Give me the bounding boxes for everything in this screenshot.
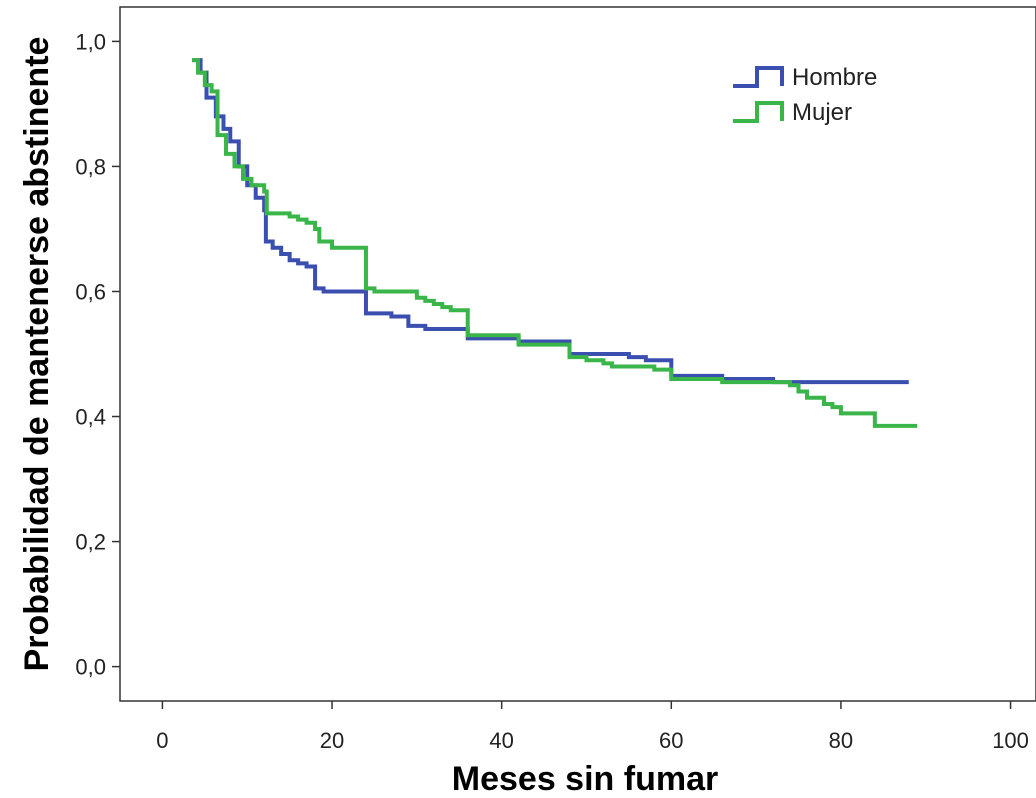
- series-line-mujer: [192, 58, 918, 428]
- x-axis-title: Meses sin fumar: [452, 760, 718, 798]
- x-tick-label: 80: [829, 728, 853, 753]
- y-tick-label: 0,2: [75, 530, 106, 555]
- legend-label-mujer: Mujer: [792, 99, 852, 126]
- series-line-hombre: [192, 58, 909, 385]
- series-lines: [192, 58, 918, 428]
- y-tick-label: 0,8: [75, 154, 106, 179]
- x-tick-label: 0: [156, 728, 168, 753]
- x-tick-label: 60: [659, 728, 683, 753]
- x-tick-label: 40: [489, 728, 513, 753]
- x-tick-label: 100: [992, 728, 1029, 753]
- legend-label-hombre: Hombre: [792, 64, 877, 91]
- y-axis-title: Probabilidad de mantenerse abstinente: [18, 37, 56, 672]
- y-tick-label: 0,0: [75, 655, 106, 680]
- x-axis: 0 20 40 60 80 100: [156, 701, 1029, 753]
- y-tick-label: 0,6: [75, 279, 106, 304]
- y-axis: 0,0 0,2 0,4 0,6 0,8 1,0: [75, 29, 120, 680]
- y-tick-label: 1,0: [75, 29, 106, 54]
- legend-swatch-mujer: [733, 101, 784, 123]
- legend-swatch-hombre: [733, 66, 784, 88]
- y-tick-label: 0,4: [75, 405, 106, 430]
- legend: Hombre Mujer: [733, 64, 877, 126]
- x-tick-label: 20: [320, 728, 344, 753]
